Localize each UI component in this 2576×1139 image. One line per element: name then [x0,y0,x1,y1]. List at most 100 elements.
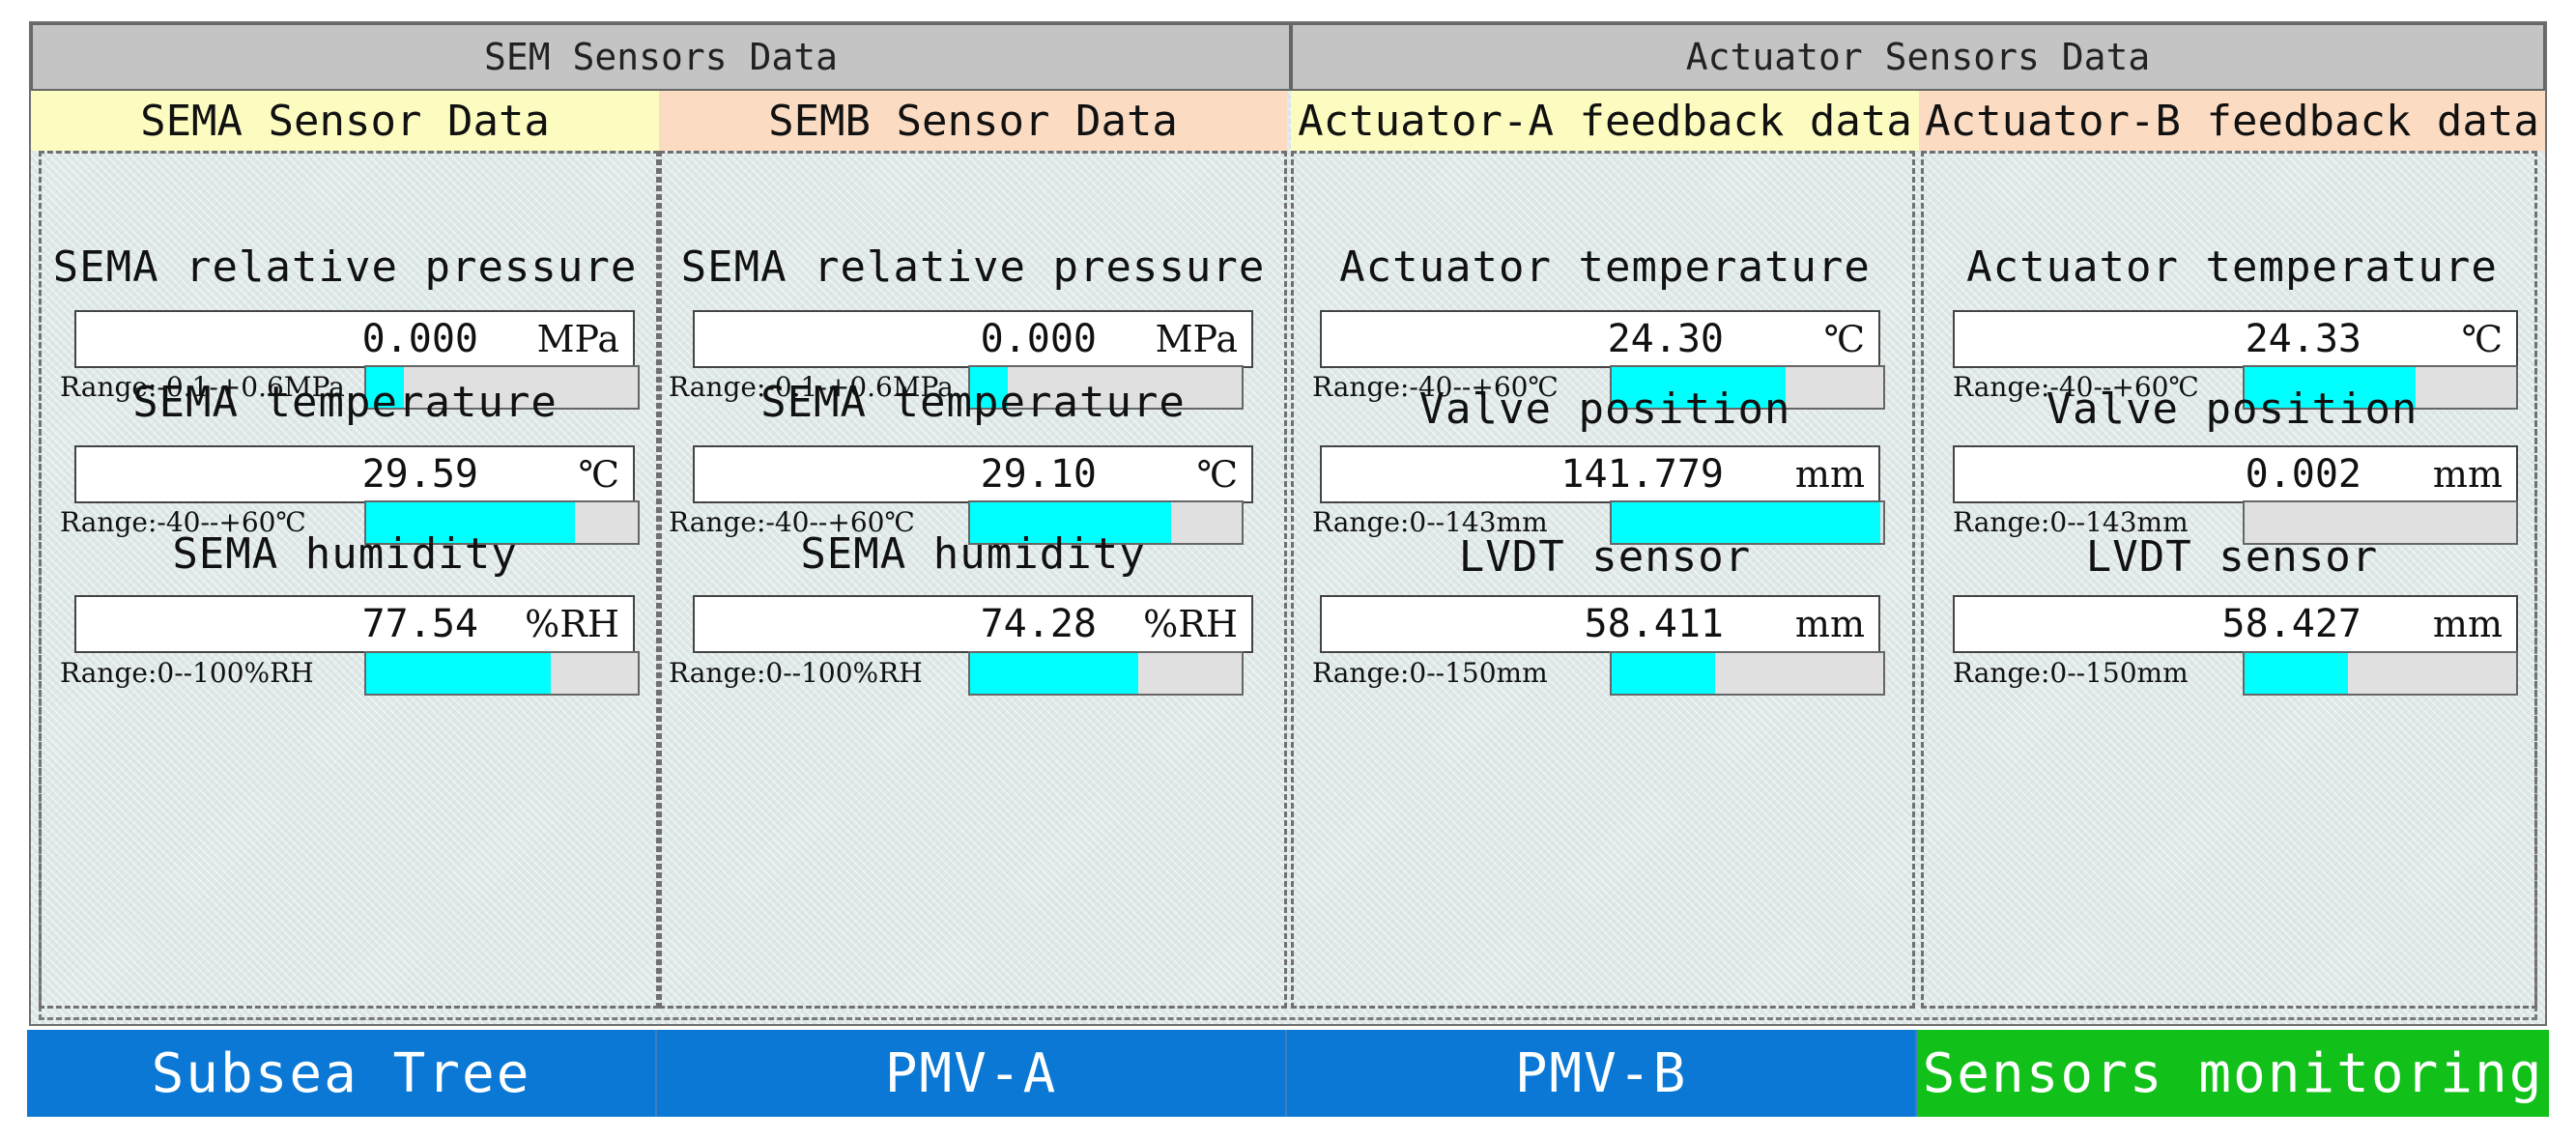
level-bar-fill [2245,367,2417,408]
actuator-a-field-label: Valve position [1418,384,1791,434]
nav-pmv-b-button[interactable]: PMV-B [1287,1030,1917,1117]
level-bar-fill [1612,502,1881,543]
sema-range-label: Range:-40--+60℃ [60,506,306,538]
sema-panel: SEMA relative pressure 0.000 MPa Range:-0.1… [31,151,659,1009]
value-text: 24.33 [2245,317,2361,361]
actuator-b-level-bar [2243,365,2518,410]
actuator-a-value-display: 24.30 ℃ [1320,310,1880,368]
level-bar-fill [1612,367,1786,408]
nav-subsea-tree-button[interactable]: Subsea Tree [27,1030,657,1117]
unit-text: MPa [536,318,619,360]
sema-value-display: 0.000 MPa [74,310,635,368]
actuator-a-level-bar [1610,365,1885,410]
actuator-b-range-label: Range:-40--+60℃ [1953,371,2199,403]
value-text: 58.411 [1584,602,1725,646]
unit-text: ℃ [578,453,619,496]
unit-text: ℃ [2461,318,2503,360]
nav-sensors-monitoring-button[interactable]: Sensors monitoring [1917,1030,2549,1117]
level-bar-fill [1612,653,1715,694]
actuator-b-level-bar [2243,651,2518,696]
semb-value-display: 0.000 MPa [693,310,1253,368]
sem-sensors-group-header: SEM Sensors Data [31,23,1291,91]
unit-text: mm [2432,453,2503,496]
level-bar-fill [970,653,1139,694]
unit-text: mm [2432,603,2503,645]
sema-field-label: SEMA relative pressure [52,242,638,292]
unit-text: MPa [1155,318,1238,360]
sema-field-label: SEMA temperature [132,378,558,427]
level-bar-fill [970,502,1171,543]
value-text: 29.59 [361,452,478,497]
sema-section-header: SEMA Sensor Data [31,91,659,151]
actuator-b-dashed-box [1921,151,2537,1009]
sema-range-label: Range:-0.1-+0.6MPa [60,371,345,403]
level-bar-fill [366,502,576,543]
semb-field-label: SEMA temperature [760,378,1186,427]
semb-range-label: Range:-40--+60℃ [669,506,915,538]
actuator-a-range-label: Range:0--150mm [1312,657,1548,689]
sema-level-bar [364,500,640,545]
level-bar-fill [970,367,1009,408]
semb-field-label: SEMA humidity [800,529,1146,579]
value-text: 141.779 [1560,452,1724,497]
sensors-panel-frame: SEM Sensors Data Actuator Sensors Data S… [29,21,2547,1026]
actuator-b-field-label: LVDT sensor [2085,532,2379,582]
actuator-b-section-header: Actuator-B feedback data [1919,91,2545,151]
sema-range-label: Range:0--100%RH [60,657,314,689]
actuator-b-range-label: Range:0--150mm [1953,657,2189,689]
actuator-b-value-display: 58.427 mm [1953,595,2518,653]
actuator-a-level-bar [1610,500,1885,545]
sema-value-display: 29.59 ℃ [74,445,635,503]
actuator-a-section-header: Actuator-A feedback data [1291,91,1919,151]
actuator-a-field-label: LVDT sensor [1458,532,1752,582]
unit-text: ℃ [1196,453,1238,496]
level-bar-fill [2245,653,2348,694]
actuator-a-field-label: Actuator temperature [1339,242,1871,292]
unit-text: mm [1794,603,1865,645]
actuator-a-level-bar [1610,651,1885,696]
semb-level-bar [968,365,1244,410]
semb-value-display: 29.10 ℃ [693,445,1253,503]
value-text: 77.54 [361,602,478,646]
actuator-a-dashed-box [1291,151,1915,1009]
actuator-a-value-display: 141.779 mm [1320,445,1880,503]
nav-pmv-a-button[interactable]: PMV-A [657,1030,1287,1117]
level-bar-fill [366,367,405,408]
semb-section-header: SEMB Sensor Data [659,91,1287,151]
unit-text: %RH [1143,603,1238,645]
semb-field-label: SEMA relative pressure [680,242,1266,292]
semb-level-bar [968,500,1244,545]
actuator-b-value-display: 24.33 ℃ [1953,310,2518,368]
sema-dashed-box [39,151,659,1009]
value-text: 58.427 [2221,602,2362,646]
actuator-b-value-display: 0.002 mm [1953,445,2518,503]
semb-range-label: Range:0--100%RH [669,657,923,689]
value-text: 0.000 [980,317,1097,361]
value-text: 29.10 [980,452,1097,497]
actuator-b-field-label: Actuator temperature [1966,242,2498,292]
value-text: 24.30 [1607,317,1724,361]
actuator-b-field-label: Valve position [2046,384,2419,434]
level-bar-fill [366,653,552,694]
actuator-b-range-label: Range:0--143mm [1953,506,2189,538]
unit-text: %RH [525,603,619,645]
sema-level-bar [364,365,640,410]
sema-level-bar [364,651,640,696]
actuator-a-panel: Actuator temperature 24.30 ℃ Range:-40--+60… [1291,151,1919,1009]
unit-text: ℃ [1823,318,1865,360]
actuator-b-level-bar [2243,500,2518,545]
semb-range-label: Range:-0.1-+0.6MPa [669,371,954,403]
actuator-a-range-label: Range:-40--+60℃ [1312,371,1559,403]
value-text: 0.002 [2245,452,2361,497]
semb-value-display: 74.28 %RH [693,595,1253,653]
sema-value-display: 77.54 %RH [74,595,635,653]
unit-text: mm [1794,453,1865,496]
semb-level-bar [968,651,1244,696]
actuator-b-panel: Actuator temperature 24.33 ℃ Range:-40--+60… [1919,151,2545,1009]
semb-dashed-box [659,151,1287,1009]
value-text: 0.000 [361,317,478,361]
sema-field-label: SEMA humidity [172,529,518,579]
actuator-a-range-label: Range:0--143mm [1312,506,1548,538]
actuator-sensors-group-header: Actuator Sensors Data [1291,23,2545,91]
value-text: 74.28 [980,602,1097,646]
